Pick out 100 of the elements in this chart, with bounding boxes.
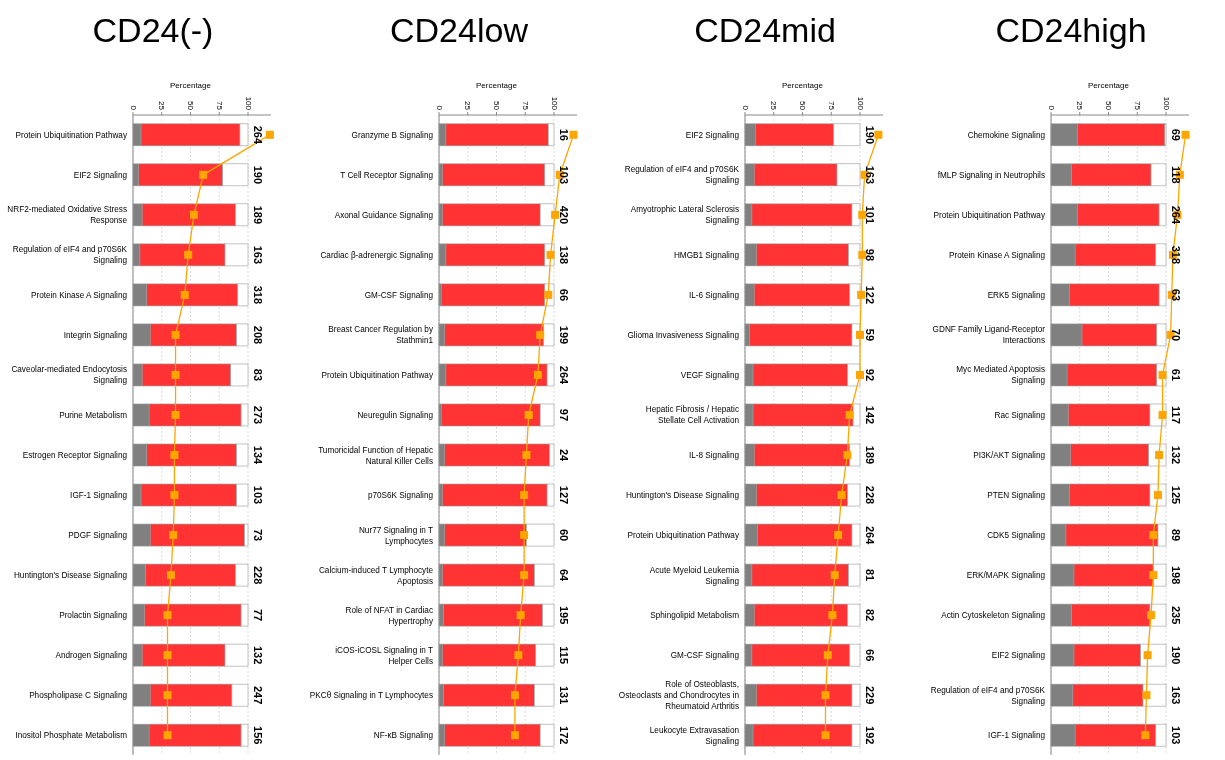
x-tick-label: 100	[1161, 96, 1171, 111]
y-tick-label: T Cell Receptor Signaling	[340, 170, 434, 180]
point	[516, 611, 525, 620]
y-tick-label: Caveolar-mediated Endocytosis Signaling	[11, 364, 128, 385]
y-tick-label: Breast Cancer Regulation by Stathmin1	[328, 324, 434, 345]
y-tick-label: Role of NFAT in Cardiac Hypertrophy	[345, 605, 434, 626]
annotation: 264	[558, 365, 570, 386]
point	[163, 651, 172, 660]
x-axis-title: Percentage	[1088, 81, 1130, 90]
point	[510, 691, 519, 700]
y-tick-label: Chemokine Signaling	[967, 130, 1046, 140]
annotation: 73	[252, 528, 264, 542]
y-tick-label: Regulation of eIF4 and p70S6K Signaling	[12, 244, 128, 265]
y-tick-label: Regulation of eIF4 and p70S6K Signaling	[624, 164, 740, 185]
point	[520, 491, 529, 500]
y-tick-label: EIF2 Signaling	[991, 650, 1046, 660]
point	[569, 130, 578, 139]
annotation: 63	[1170, 288, 1182, 302]
x-tick-label: 0	[434, 105, 444, 111]
annotation: 198	[1170, 565, 1182, 585]
point	[821, 691, 830, 700]
annotation: 103	[558, 165, 570, 185]
annotation: 82	[864, 608, 876, 622]
point	[171, 370, 180, 379]
annotation: 66	[558, 288, 570, 302]
y-tick-label: p70S6K Signaling	[367, 490, 434, 500]
y-tick-label: Actin Cytoskeleton Signaling	[941, 610, 1046, 620]
y-tick-label: HMGB1 Signaling	[673, 250, 740, 260]
point	[520, 531, 529, 540]
annotation: 199	[558, 325, 570, 345]
point	[828, 611, 837, 620]
annotation: 134	[252, 445, 264, 466]
y-tick-label: PTEN Signaling	[987, 490, 1046, 500]
annotation: 101	[864, 205, 876, 225]
annotation: 66	[864, 649, 876, 662]
annotation: 92	[864, 368, 876, 382]
annotation: 235	[1170, 605, 1182, 625]
y-tick-label: fMLP Signaling in Neutrophils	[937, 170, 1045, 180]
annotation: 247	[252, 685, 264, 705]
y-tick-label: Rac Signaling	[994, 410, 1046, 420]
point	[169, 531, 178, 540]
y-tick-label: PDGF Signaling	[68, 530, 128, 540]
annotation: 77	[252, 608, 264, 622]
x-tick-label: 25	[1075, 101, 1085, 111]
annotation: 318	[1170, 245, 1182, 265]
y-tick-label: GM-CSF Signaling	[670, 650, 740, 660]
point	[1149, 531, 1158, 540]
point	[170, 491, 179, 500]
y-tick-label: Protein Ubiquitination Pathway	[933, 210, 1046, 220]
annotation: 138	[558, 245, 570, 265]
y-tick-label: Protein Kinase A Signaling	[30, 290, 128, 300]
y-tick-label: IGF-1 Signaling	[988, 730, 1046, 740]
y-tick-label: Calcium-induced T Lymphocyte Apoptosis	[318, 565, 434, 586]
annotation: 264	[252, 125, 264, 145]
y-tick-label: ERK/MAPK Signaling	[966, 570, 1046, 580]
point	[184, 250, 193, 259]
point	[874, 130, 883, 139]
x-tick-label: 50	[1104, 101, 1113, 111]
annotation: 89	[1170, 528, 1182, 542]
y-tick-label: Huntington's Disease Signaling	[625, 490, 740, 500]
x-tick-label: 50	[186, 101, 195, 111]
x-axis-title: Percentage	[782, 81, 824, 90]
point	[845, 410, 854, 419]
x-tick-label: 75	[1132, 101, 1142, 111]
y-tick-label: Inositol Phosphate Metabolism	[15, 730, 128, 740]
point	[1147, 611, 1156, 620]
point	[171, 410, 180, 419]
annotation: 69	[1170, 128, 1182, 141]
annotation: 318	[252, 285, 264, 305]
y-tick-label: Phospholipase C Signaling	[29, 690, 128, 700]
point	[522, 451, 531, 460]
annotation: 229	[864, 685, 876, 705]
x-tick-label: 25	[157, 101, 167, 111]
point	[834, 531, 843, 540]
point	[265, 130, 274, 139]
y-tick-label: Leukocyte Extravasation Signaling	[649, 725, 740, 746]
annotation: 81	[864, 568, 876, 582]
annotation: 24	[558, 448, 570, 463]
annotation: 264	[1170, 205, 1182, 225]
chart-title: CD24high	[995, 11, 1147, 49]
annotation: 228	[252, 565, 264, 585]
point	[857, 290, 866, 299]
point	[514, 651, 523, 660]
y-tick-label: Role of Osteoblasts, Osteoclasts and Chondrocytes in Rheumatoid Arthritis	[618, 679, 740, 711]
point	[171, 330, 180, 339]
y-tick-label: Amyotrophic Lateral Sclerosis Signaling	[630, 204, 740, 225]
y-tick-label: Huntington's Disease Signaling	[13, 570, 128, 580]
y-tick-label: CDK5 Signaling	[987, 530, 1046, 540]
x-tick-label: 100	[243, 96, 253, 111]
x-tick-label: 75	[214, 101, 224, 111]
annotation: 127	[558, 485, 570, 505]
annotation: 163	[252, 245, 264, 265]
annotation: 190	[864, 125, 876, 144]
annotation: 118	[1170, 165, 1182, 184]
point	[830, 571, 839, 580]
point	[1143, 651, 1152, 660]
y-tick-label: Estrogen Receptor Signaling	[22, 450, 128, 460]
y-tick-label: NF-κB Signaling	[373, 730, 434, 740]
y-tick-label: Regulation of eIF4 and p70S6K Signaling	[930, 685, 1046, 706]
annotation: 420	[558, 205, 570, 225]
